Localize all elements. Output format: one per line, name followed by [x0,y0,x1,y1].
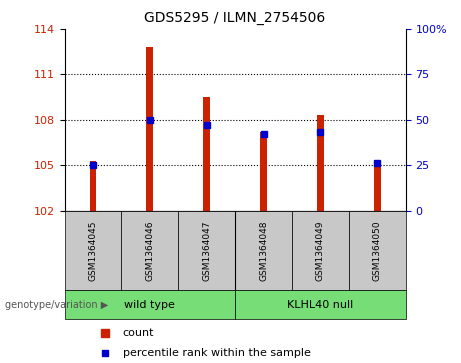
Bar [203,97,210,211]
Bar [65,290,235,319]
Text: count: count [123,328,154,338]
Bar [89,161,96,211]
Bar [178,211,235,290]
Bar [121,211,178,290]
Text: GSM1364048: GSM1364048 [259,220,268,281]
Title: GDS5295 / ILMN_2754506: GDS5295 / ILMN_2754506 [144,11,326,25]
Text: wild type: wild type [124,300,175,310]
Bar [147,47,153,211]
Text: GSM1364050: GSM1364050 [373,220,382,281]
Text: GSM1364047: GSM1364047 [202,220,211,281]
Text: GSM1364045: GSM1364045 [89,220,97,281]
Bar [65,211,121,290]
Bar [374,162,381,211]
Bar [235,290,406,319]
Text: GSM1364049: GSM1364049 [316,220,325,281]
Bar [317,115,324,211]
Text: percentile rank within the sample: percentile rank within the sample [123,348,310,358]
Bar [349,211,406,290]
Bar [292,211,349,290]
Bar [260,132,267,211]
Text: genotype/variation ▶: genotype/variation ▶ [5,300,108,310]
Text: GSM1364046: GSM1364046 [145,220,154,281]
Text: KLHL40 null: KLHL40 null [287,300,354,310]
Bar [235,211,292,290]
